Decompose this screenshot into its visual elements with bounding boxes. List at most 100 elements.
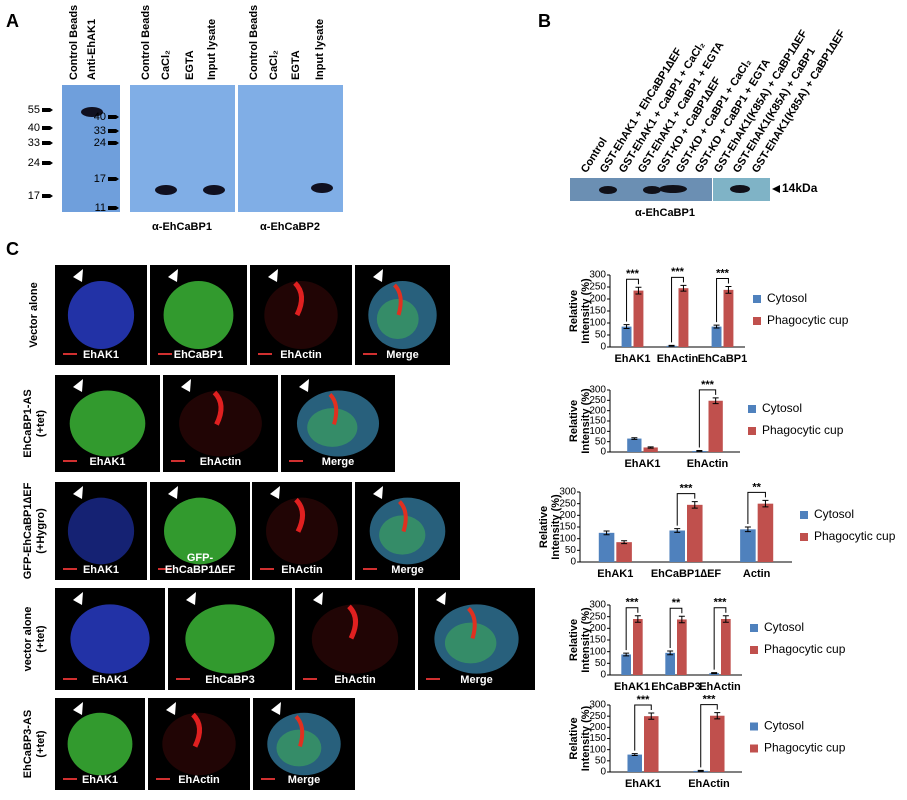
error-bar <box>711 672 718 675</box>
cell <box>179 390 262 457</box>
arrowhead <box>186 592 196 605</box>
lane-label: CaCl₂ <box>268 50 280 80</box>
image-label: EhActin <box>281 564 323 576</box>
y-tick-label: 200 <box>589 722 606 733</box>
x-tick-label: EhAK1 <box>625 778 661 790</box>
y-tick-label: 50 <box>565 545 577 556</box>
lane-label: CaCl₂ <box>160 50 172 80</box>
image-label: EhActin <box>200 456 242 468</box>
micrograph <box>295 588 415 690</box>
bar <box>616 542 632 562</box>
blot <box>570 178 712 201</box>
y-axis-label: Intensity (%) <box>580 705 592 771</box>
bar <box>627 438 642 452</box>
lane-label: Input lysate <box>314 19 326 80</box>
x-tick-label: EhCaBP1∆EF <box>651 568 722 580</box>
y-axis-label: Intensity (%) <box>580 278 592 344</box>
x-tick-label: EhCaBP3 <box>651 681 701 693</box>
marker-label: 11 <box>95 202 106 214</box>
marker-arrow <box>42 194 53 198</box>
cell <box>311 604 399 674</box>
arrowhead <box>168 486 178 499</box>
y-tick-label: 250 <box>559 498 576 509</box>
scale-bar <box>258 353 272 355</box>
arrowhead <box>168 269 178 282</box>
image-label: EhActin <box>280 349 322 361</box>
marker-label: 40 <box>94 111 106 123</box>
bar <box>665 652 675 675</box>
cell <box>185 604 275 674</box>
actin <box>328 392 339 425</box>
image-label: EhAK1 <box>92 674 128 686</box>
error-bar <box>678 615 685 624</box>
row-label: (+tet) <box>35 625 47 653</box>
error-bar <box>667 650 674 656</box>
band <box>203 185 225 195</box>
significance-bracket <box>676 493 696 526</box>
image-label: EhAK1 <box>82 774 118 786</box>
x-tick-label: EhCaBP1 <box>698 353 748 365</box>
y-tick-label: 150 <box>589 416 606 427</box>
actin <box>397 500 408 533</box>
micrograph <box>250 265 352 365</box>
y-tick-label: 50 <box>595 330 607 341</box>
arrowhead <box>270 486 280 499</box>
y-tick-label: 300 <box>559 487 576 498</box>
cell <box>307 408 358 447</box>
actin <box>191 712 202 748</box>
y-tick-label: 0 <box>600 670 606 681</box>
significance-bracket <box>698 389 717 448</box>
legend-swatch <box>750 624 758 632</box>
significance-bracket <box>626 278 639 322</box>
bar <box>721 619 731 675</box>
scale-bar <box>63 353 77 355</box>
row-label: vector alone <box>22 607 34 672</box>
significance-label: ** <box>752 481 761 493</box>
bar <box>621 654 631 675</box>
y-axis-label: Intensity (%) <box>550 494 562 560</box>
x-tick-label: Actin <box>743 568 771 580</box>
caption: α-EhCaBP2 <box>260 221 320 233</box>
lane-label: EGTA <box>290 50 302 80</box>
scale-bar <box>363 568 377 570</box>
bar <box>757 503 774 562</box>
error-bar <box>621 540 628 545</box>
marker-arrow <box>772 185 780 193</box>
error-bar <box>634 615 641 623</box>
row-label: GFP-EhCaBP1∆EF <box>22 482 34 579</box>
x-tick-label: EhActin <box>688 778 730 790</box>
cell <box>376 299 419 339</box>
band <box>730 185 750 193</box>
caption: α-EhCaBP1 <box>152 221 212 233</box>
image-label: EhActin <box>178 774 220 786</box>
legend-label: Cytosol <box>814 507 854 521</box>
y-tick-label: 250 <box>589 611 606 622</box>
arrowhead <box>436 592 446 605</box>
y-axis-label: Relative <box>538 506 550 548</box>
scale-bar <box>63 778 77 780</box>
error-bar <box>712 397 719 405</box>
marker-arrow <box>108 141 119 145</box>
y-axis-label: Relative <box>568 619 580 661</box>
scale-bar <box>171 460 185 462</box>
legend-swatch <box>753 317 761 325</box>
panel-letter: B <box>538 11 551 31</box>
y-tick-label: 100 <box>559 533 576 544</box>
error-bar <box>603 530 610 536</box>
scale-bar <box>63 678 77 680</box>
significance-label: ** <box>672 597 681 609</box>
bar <box>740 529 756 562</box>
y-tick-label: 300 <box>589 270 606 281</box>
micrograph <box>163 375 278 472</box>
y-tick-label: 150 <box>589 306 606 317</box>
lane-label: Input lysate <box>206 19 218 80</box>
legend-label: Phagocytic cup <box>764 741 846 755</box>
y-tick-label: 100 <box>589 318 606 329</box>
image-label: Merge <box>460 674 492 686</box>
y-tick-label: 300 <box>589 385 606 396</box>
lane-label: Control Beads <box>68 5 80 80</box>
bar <box>643 447 658 452</box>
y-axis-label: Intensity (%) <box>580 607 592 673</box>
significance-label: *** <box>714 597 728 609</box>
marker-arrow <box>108 129 119 133</box>
